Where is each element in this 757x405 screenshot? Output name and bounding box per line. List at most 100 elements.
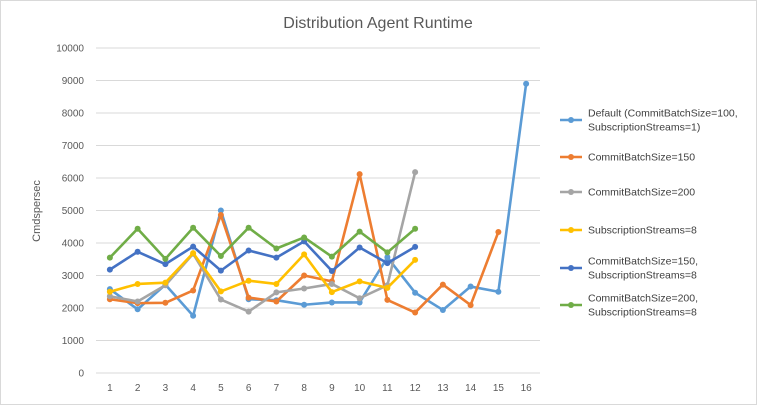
data-point xyxy=(190,312,197,319)
data-point xyxy=(245,224,252,231)
data-point xyxy=(328,299,335,306)
data-point xyxy=(439,306,446,313)
data-point xyxy=(273,298,280,305)
data-point xyxy=(467,302,474,309)
chart-title: Distribution Agent Runtime xyxy=(283,15,473,32)
legend-swatch-marker xyxy=(568,302,574,308)
legend-label: SubscriptionStreams=8 xyxy=(588,225,697,237)
legend-label: SubscriptionStreams=8 xyxy=(588,307,697,319)
y-tick-label: 10000 xyxy=(56,44,84,55)
series-line xyxy=(109,171,417,313)
data-point xyxy=(412,169,419,176)
series-line xyxy=(108,226,416,261)
data-point xyxy=(523,80,530,87)
legend-label: CommitBatchSize=200 xyxy=(588,187,695,199)
data-point xyxy=(217,212,224,219)
legend-label: CommitBatchSize=150, xyxy=(588,256,698,268)
x-tick-label: 16 xyxy=(521,383,533,394)
series-6 xyxy=(106,224,419,262)
y-tick-label: 1000 xyxy=(62,336,85,347)
legend: Default (CommitBatchSize=100, Subscriptio… xyxy=(560,108,738,319)
x-tick-label: 14 xyxy=(465,383,477,394)
legend-item: CommitBatchSize=150, SubscriptionStreams=… xyxy=(560,256,698,282)
legend-label: CommitBatchSize=200, xyxy=(588,293,698,305)
x-tick-label: 8 xyxy=(301,383,307,394)
x-tick-label: 15 xyxy=(493,383,505,394)
data-point xyxy=(467,283,474,290)
y-axis-label: Cmdspersec xyxy=(31,180,43,242)
legend-item: Default (CommitBatchSize=100, Subscriptio… xyxy=(560,108,738,134)
legend-item: CommitBatchSize=150 xyxy=(560,152,695,164)
data-point xyxy=(134,248,141,255)
y-tick-label: 0 xyxy=(78,369,84,380)
x-tick-label: 6 xyxy=(246,383,252,394)
x-tick-label: 12 xyxy=(410,383,422,394)
data-point xyxy=(301,251,308,258)
data-point xyxy=(134,306,141,313)
data-point xyxy=(217,288,224,295)
legend-swatch-marker xyxy=(568,154,574,160)
data-point xyxy=(384,260,391,267)
data-point xyxy=(328,267,335,274)
data-point xyxy=(162,261,169,268)
data-point xyxy=(106,254,113,261)
x-tick-label: 9 xyxy=(329,383,335,394)
data-point xyxy=(106,288,113,295)
data-point xyxy=(384,254,391,261)
data-point xyxy=(217,207,224,214)
gridlines xyxy=(96,47,540,374)
data-point xyxy=(301,272,308,279)
data-point xyxy=(495,288,502,295)
data-point xyxy=(134,225,141,232)
series-line xyxy=(109,83,528,318)
y-tick-label: 8000 xyxy=(62,109,85,120)
data-point xyxy=(356,171,363,178)
data-point xyxy=(162,279,169,286)
series-lines xyxy=(106,80,530,319)
data-point xyxy=(412,225,419,232)
legend-swatch-marker xyxy=(568,117,574,123)
data-point xyxy=(190,287,197,294)
data-point xyxy=(356,295,363,302)
legend-label: SubscriptionStreams=8 xyxy=(588,270,697,282)
legend-label: CommitBatchSize=150 xyxy=(588,152,695,164)
legend-item: CommitBatchSize=200, SubscriptionStreams=… xyxy=(560,293,698,319)
data-point xyxy=(412,256,419,263)
data-point xyxy=(190,224,197,231)
legend-swatch-marker xyxy=(568,265,574,271)
data-point xyxy=(495,228,502,235)
x-tick-label: 10 xyxy=(354,383,366,394)
series-4 xyxy=(106,250,419,296)
y-tick-label: 3000 xyxy=(62,271,85,282)
data-point xyxy=(328,289,335,296)
y-tick-label: 9000 xyxy=(62,76,85,87)
legend-label: Default (CommitBatchSize=100, xyxy=(588,108,738,120)
x-tick-label: 7 xyxy=(274,383,280,394)
data-point xyxy=(134,298,141,305)
data-point xyxy=(328,280,335,287)
data-point xyxy=(217,253,224,259)
data-point xyxy=(162,255,169,262)
y-tick-label: 6000 xyxy=(62,174,85,185)
data-point xyxy=(356,278,363,285)
x-tick-label: 13 xyxy=(437,383,449,394)
data-point xyxy=(190,243,197,250)
x-tick-label: 11 xyxy=(382,383,393,394)
data-point xyxy=(217,296,224,303)
legend-swatch-marker xyxy=(568,227,574,233)
series-line xyxy=(109,251,417,294)
x-tick-label: 5 xyxy=(218,383,224,394)
data-point xyxy=(384,296,391,303)
legend-item: CommitBatchSize=200 xyxy=(560,187,695,199)
x-tick-label: 3 xyxy=(163,383,169,394)
data-point xyxy=(106,293,113,300)
data-point xyxy=(412,309,419,316)
data-point xyxy=(190,250,197,257)
x-tick-label: 4 xyxy=(190,383,196,394)
data-point xyxy=(301,301,308,308)
data-point xyxy=(412,243,419,250)
data-point xyxy=(356,228,363,235)
